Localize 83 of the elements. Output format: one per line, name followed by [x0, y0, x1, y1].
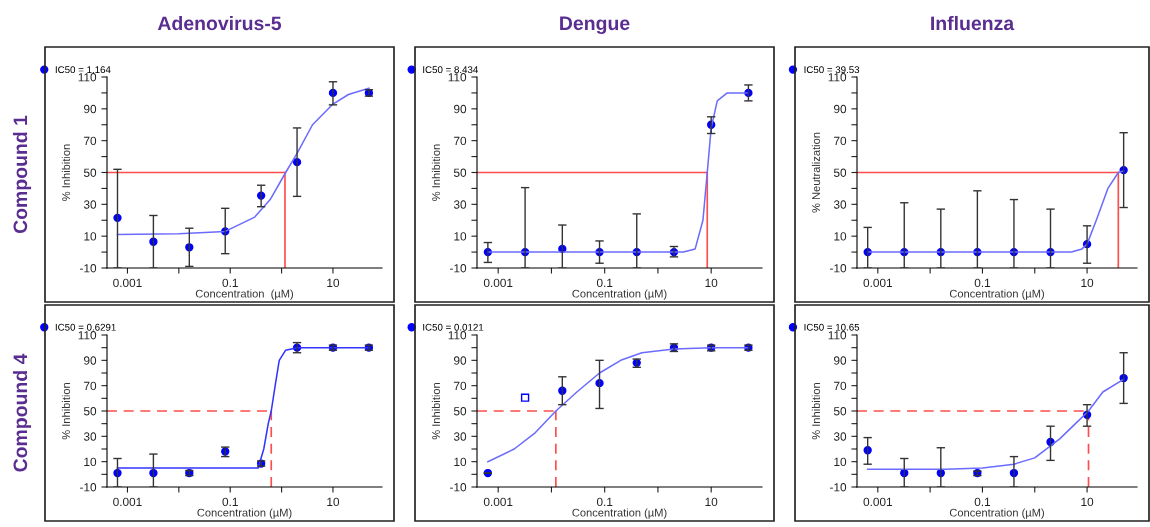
- x-axis-title: Concentration (µM): [572, 289, 667, 300]
- y-axis-title: % Neutralization: [811, 132, 821, 213]
- y-tick-label: 90: [454, 356, 467, 365]
- chart-title: Influenza: [931, 15, 1015, 31]
- x-axis-title: Concentration (µM): [195, 289, 294, 300]
- x-tick-label: 10: [327, 497, 340, 507]
- y-tick-label: -10: [830, 483, 847, 492]
- chart-title: Dengue: [560, 16, 630, 35]
- y-tick-label: 30: [453, 200, 467, 209]
- legend-label: IC50 = 0.6291: [55, 323, 116, 331]
- y-tick-label: 90: [834, 104, 847, 114]
- x-tick-label: 0.1: [222, 278, 238, 288]
- y-tick-label: 30: [453, 432, 467, 441]
- x-tick-label: 10: [1081, 278, 1094, 288]
- y-axis-title: % Inhibition: [431, 383, 441, 440]
- y-tick-label: 110: [78, 331, 97, 340]
- legend-label: IC50 = 1.164: [55, 66, 111, 74]
- x-axis-title: Concentration (µM): [572, 508, 667, 519]
- y-axis-title: % Inhibition: [61, 383, 71, 440]
- y-tick-label: 50: [833, 407, 847, 416]
- chart-title: Adenovirus-5: [157, 15, 282, 31]
- y-tick-label: 110: [448, 73, 467, 82]
- y-tick-label: 30: [83, 432, 97, 441]
- y-tick-label: 10: [84, 457, 97, 467]
- y-tick-label: 50: [453, 168, 467, 177]
- y-tick-label: 90: [84, 356, 97, 365]
- y-tick-label: 10: [454, 232, 467, 241]
- y-tick-label: 10: [454, 457, 467, 467]
- y-tick-label: 110: [828, 331, 847, 340]
- y-tick-label: 70: [834, 381, 847, 391]
- y-axis-title: % Inhibition: [61, 144, 71, 201]
- x-tick-label: 10: [705, 497, 718, 507]
- x-axis-title: Concentration (µM): [197, 508, 292, 519]
- y-tick-label: -10: [80, 264, 97, 273]
- y-tick-label: 30: [833, 432, 847, 441]
- x-tick-label: 0.1: [974, 497, 991, 507]
- x-tick-label: 10: [327, 278, 340, 288]
- x-tick-label: 0.1: [974, 278, 991, 288]
- y-tick-label: 10: [84, 232, 97, 241]
- x-tick-label: 0.001: [863, 278, 893, 288]
- x-tick-label: 10: [1081, 497, 1094, 507]
- x-tick-label: 0.1: [596, 497, 613, 507]
- text: Compound 4: [12, 353, 32, 472]
- legend-label: IC50 = 8.434: [423, 66, 479, 74]
- y-tick-label: 50: [453, 407, 467, 416]
- text: Compound 1: [12, 115, 32, 234]
- y-axis-title: % Inhibition: [811, 383, 821, 440]
- y-tick-label: 50: [83, 168, 97, 177]
- legend-label: IC50 = 39.53: [804, 66, 860, 74]
- x-tick-label: 0.001: [863, 497, 893, 507]
- legend-label: IC50 = 0.0121: [423, 323, 484, 331]
- x-axis-title: Concentration (µM): [949, 508, 1044, 519]
- y-tick-label: -10: [450, 483, 467, 492]
- x-tick-label: 10: [705, 278, 718, 288]
- y-tick-label: 10: [834, 232, 847, 241]
- y-tick-label: 30: [83, 200, 97, 209]
- y-tick-label: 90: [454, 104, 467, 114]
- legend-label: IC50 = 10.65: [804, 323, 860, 331]
- y-tick-label: 70: [454, 136, 467, 146]
- y-tick-label: 90: [834, 356, 847, 365]
- x-tick-label: 0.001: [113, 497, 142, 507]
- y-tick-label: 110: [448, 331, 467, 340]
- y-tick-label: 10: [834, 457, 847, 467]
- x-tick-label: 0.001: [483, 278, 513, 288]
- y-tick-label: 90: [84, 104, 97, 114]
- x-tick-label: 0.1: [222, 497, 238, 507]
- y-tick-label: 110: [828, 73, 847, 82]
- y-tick-label: 110: [78, 73, 97, 82]
- y-tick-label: 70: [834, 136, 847, 146]
- y-tick-label: 70: [454, 381, 467, 391]
- y-axis-title: % Inhibition: [431, 144, 441, 201]
- x-tick-label: 0.1: [596, 278, 613, 288]
- x-axis-title: Concentration (µM): [949, 289, 1044, 300]
- y-tick-label: -10: [830, 264, 847, 273]
- x-tick-label: 0.001: [483, 497, 513, 507]
- y-tick-label: 50: [833, 168, 847, 177]
- y-tick-label: 30: [833, 200, 847, 209]
- y-tick-label: -10: [80, 483, 97, 492]
- y-tick-label: 70: [84, 136, 97, 146]
- y-tick-label: 50: [83, 407, 97, 416]
- x-tick-label: 0.001: [113, 278, 142, 288]
- y-tick-label: -10: [450, 264, 467, 273]
- y-tick-label: 70: [84, 381, 97, 391]
